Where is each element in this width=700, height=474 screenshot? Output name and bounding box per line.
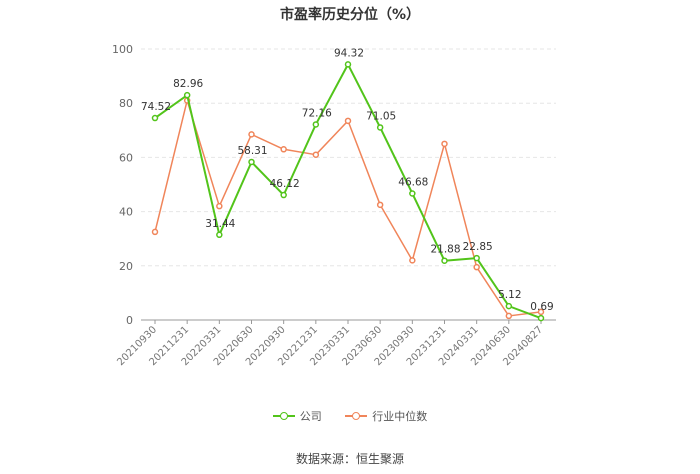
legend: 公司 行业中位数: [0, 408, 700, 424]
series-0-point-1: [183, 91, 191, 99]
series-0-point-6: [344, 61, 352, 68]
series-0-point-11: [505, 302, 513, 310]
y-tick-label-60: 60: [119, 151, 133, 164]
data-label-2: 31.44: [205, 218, 235, 230]
data-label-1: 82.96: [173, 78, 203, 90]
series-1-point-7: [376, 201, 384, 209]
legend-item-company[interactable]: 公司: [272, 408, 322, 424]
series-line-0: [154, 63, 542, 320]
data-source-note: 数据来源：恒生聚源: [295, 452, 404, 466]
data-label-5: 72.16: [302, 107, 332, 119]
y-tick-label-100: 100: [112, 43, 133, 56]
data-label-0: 74.52: [141, 101, 171, 113]
legend-industry-marker: [345, 411, 368, 421]
series-0-point-12: [537, 314, 545, 322]
data-label-11: 5.12: [498, 289, 521, 301]
series-1-point-0: [151, 228, 159, 236]
data-label-4: 46.12: [270, 178, 300, 190]
legend-item-industry-median[interactable]: 行业中位数: [345, 408, 427, 424]
series-lines: [151, 61, 545, 322]
series-1-point-8: [409, 257, 416, 264]
legend-company-label: 公司: [299, 410, 322, 423]
series-0-point-4: [280, 191, 287, 199]
series-1-point-12: [537, 308, 545, 316]
legend-industry-label: 行业中位数: [372, 410, 428, 423]
series-1-point-3: [248, 131, 255, 138]
y-tick-label-40: 40: [119, 206, 133, 219]
grid-lines: [141, 48, 556, 267]
series-1-point-11: [505, 312, 513, 320]
data-label-10: 22.85: [463, 241, 493, 253]
y-tick-label-20: 20: [119, 260, 133, 273]
series-0-point-8: [409, 190, 416, 197]
series-1-point-6: [344, 117, 352, 125]
series-1-point-4: [280, 146, 287, 153]
chart-title: 市盈率历史分位（%）: [279, 7, 421, 23]
data-label-6: 94.32: [334, 47, 364, 59]
y-tick-label-0: 0: [126, 314, 133, 327]
series-0-point-3: [248, 158, 255, 166]
data-label-8: 46.68: [398, 176, 428, 188]
series-1-point-10: [473, 263, 480, 271]
data-label-3: 58.31: [237, 145, 267, 157]
series-0-point-0: [151, 114, 159, 122]
data-label-9: 21.88: [430, 244, 460, 256]
data-label-12: 0.69: [530, 301, 553, 313]
series-0-point-10: [473, 254, 480, 262]
data-label-7: 71.05: [366, 110, 396, 122]
legend-company-marker: [272, 411, 295, 421]
series-0-point-7: [376, 124, 384, 131]
series-1-point-2: [216, 202, 223, 210]
series-0-point-5: [312, 121, 320, 128]
series-0-point-2: [216, 231, 223, 239]
series-0-point-9: [441, 257, 448, 264]
y-tick-label-80: 80: [119, 97, 133, 110]
series-1-point-5: [312, 151, 320, 158]
series-1-point-9: [441, 140, 448, 148]
